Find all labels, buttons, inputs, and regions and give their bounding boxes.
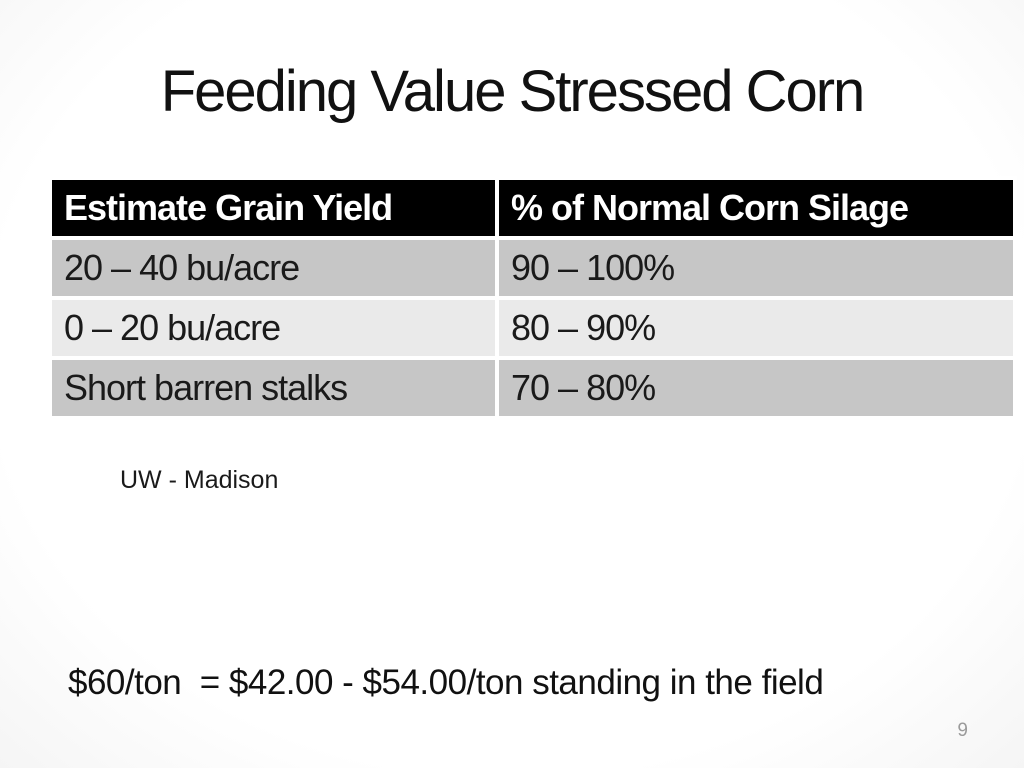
feeding-value-table: Estimate Grain Yield % of Normal Corn Si… — [48, 176, 1017, 420]
page-number: 9 — [957, 720, 968, 741]
cell-silage-90-100: 90 – 100% — [495, 236, 1017, 300]
source-attribution: UW - Madison — [120, 466, 279, 494]
price-line-standing: $60/ton = $42.00 - $54.00/ton standing i… — [68, 663, 824, 702]
cell-yield-short-barren: Short barren stalks — [48, 356, 499, 420]
table-header-grain-yield: Estimate Grain Yield — [48, 176, 499, 240]
table-row: 0 – 20 bu/acre 80 – 90% — [48, 296, 1017, 360]
cell-yield-0-20: 0 – 20 bu/acre — [48, 296, 499, 360]
table-header-silage-percent: % of Normal Corn Silage — [495, 176, 1017, 240]
table-row: Short barren stalks 70 – 80% — [48, 356, 1017, 420]
cell-silage-80-90: 80 – 90% — [495, 296, 1017, 360]
table-header-row: Estimate Grain Yield % of Normal Corn Si… — [48, 176, 1017, 240]
price-summary: $60/ton = $42.00 - $54.00/ton standing i… — [68, 560, 824, 768]
cell-silage-70-80: 70 – 80% — [495, 356, 1017, 420]
cell-yield-20-40: 20 – 40 bu/acre — [48, 236, 499, 300]
slide-title: Feeding Value Stressed Corn — [160, 59, 866, 124]
table-row: 20 – 40 bu/acre 90 – 100% — [48, 236, 1017, 300]
